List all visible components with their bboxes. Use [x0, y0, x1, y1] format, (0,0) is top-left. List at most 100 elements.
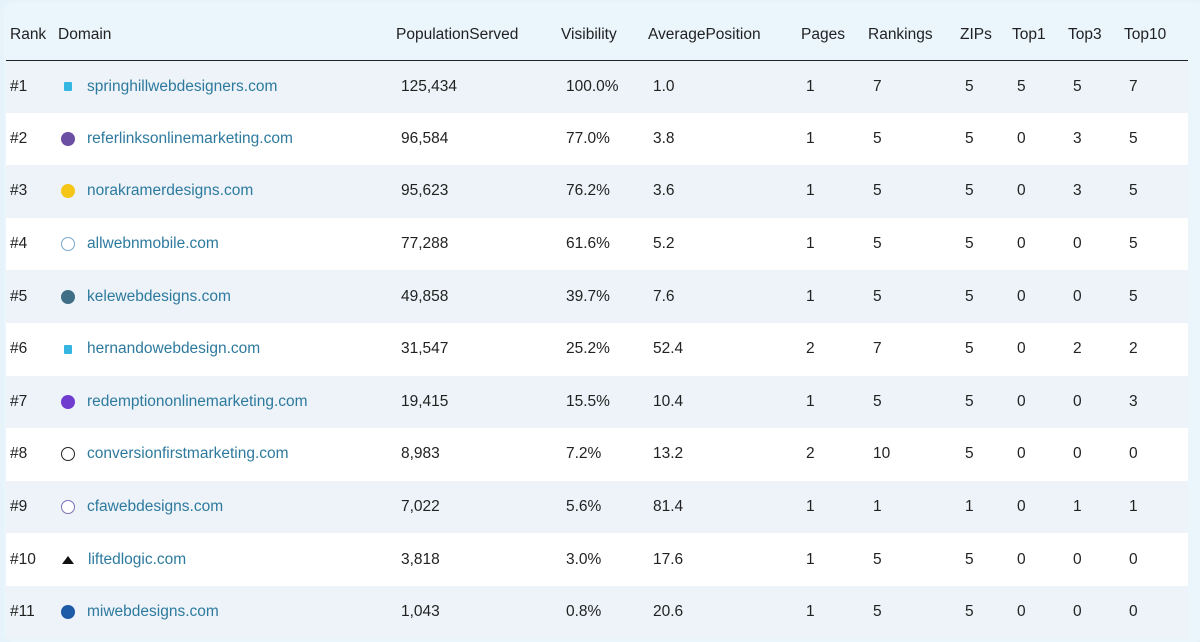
column-header-populationserved[interactable]: PopulationServed — [392, 10, 557, 61]
broadcast-icon — [61, 237, 75, 252]
table-row: #4 allwebnmobile.com 77,288 61.6% 5.2 1 5 5 0 0 5 — [6, 217, 1188, 271]
zips-cell: 5 — [956, 533, 1008, 586]
globe-icon — [61, 500, 75, 515]
rankings-cell: 5 — [864, 112, 956, 166]
top1-cell: 0 — [1008, 533, 1064, 586]
table-row: #3 norakramerdesigns.com 95,623 76.2% 3.6 1 5 5… — [6, 165, 1188, 218]
domain-link[interactable]: liftedlogic.com — [88, 550, 187, 568]
population-cell: 31,547 — [392, 322, 557, 376]
rankings-cell: 7 — [864, 60, 956, 113]
triangle-logo-icon — [62, 555, 74, 564]
population-cell: 96,584 — [392, 112, 557, 166]
population-cell: 3,818 — [392, 533, 557, 586]
domain-rankings-table: Rank Domain PopulationServed Visibility Aver… — [6, 10, 1188, 639]
domain-link[interactable]: cfawebdesigns.com — [87, 498, 224, 516]
visibility-cell: 39.7% — [557, 270, 644, 323]
population-cell: 125,434 — [392, 60, 557, 113]
top3-cell: 0 — [1064, 428, 1120, 481]
top10-cell: 0 — [1120, 585, 1188, 639]
top1-cell: 0 — [1008, 322, 1064, 376]
table-row: #2 referlinksonlinemarketing.com 96,584 77.… — [6, 112, 1188, 166]
column-header-domain[interactable]: Domain — [54, 10, 392, 61]
table-row: #11 miwebdesigns.com 1,043 0.8% 20.6 1 5 5 0 0 0 — [6, 585, 1188, 639]
domain-link[interactable]: kelewebdesigns.com — [87, 287, 231, 305]
column-header-rank[interactable]: Rank — [6, 10, 54, 61]
rankings-cell: 10 — [864, 428, 956, 481]
visibility-cell: 3.0% — [557, 533, 644, 586]
column-header-visibility[interactable]: Visibility — [557, 10, 644, 61]
pages-cell: 1 — [797, 375, 864, 429]
domain-link[interactable]: referlinksonlinemarketing.com — [87, 129, 293, 147]
column-header-pages[interactable]: Pages — [797, 10, 864, 61]
average-position-cell: 20.6 — [644, 585, 797, 639]
pages-cell: 1 — [797, 60, 864, 113]
rank-cell: #6 — [6, 322, 54, 376]
rl-logo-icon — [61, 131, 75, 146]
population-cell: 95,623 — [392, 165, 557, 218]
top10-cell: 0 — [1120, 428, 1188, 481]
table-row: #9 cfawebdesigns.com 7,022 5.6% 81.4 1 1 1 0 1 1 — [6, 480, 1188, 534]
average-position-cell: 3.8 — [644, 112, 797, 166]
table-row: #5 kelewebdesigns.com 49,858 39.7% 7.6 1 5 5 0 0 5 — [6, 270, 1188, 323]
top10-cell: 0 — [1120, 533, 1188, 586]
pages-cell: 1 — [797, 217, 864, 271]
pages-cell: 2 — [797, 322, 864, 376]
domain-link[interactable]: redemptiononlinemarketing.com — [87, 392, 308, 410]
column-header-top3[interactable]: Top3 — [1064, 10, 1120, 61]
rank-cell: #11 — [6, 585, 54, 639]
rankings-cell: 5 — [864, 585, 956, 639]
average-position-cell: 13.2 — [644, 428, 797, 481]
domain-cell: miwebdesigns.com — [54, 585, 392, 639]
domain-link[interactable]: allwebnmobile.com — [87, 235, 219, 253]
average-position-cell: 7.6 — [644, 270, 797, 323]
visibility-cell: 25.2% — [557, 322, 644, 376]
top10-cell: 1 — [1120, 480, 1188, 534]
column-header-zips[interactable]: ZIPs — [956, 10, 1008, 61]
flag-icon — [64, 344, 72, 354]
rank-cell: #2 — [6, 112, 54, 166]
average-position-cell: 81.4 — [644, 480, 797, 534]
m-logo-icon — [61, 605, 75, 620]
top10-cell: 7 — [1120, 60, 1188, 113]
zips-cell: 5 — [956, 428, 1008, 481]
flag-icon — [64, 82, 72, 92]
top1-cell: 0 — [1008, 165, 1064, 218]
signal-logo-icon — [61, 184, 75, 199]
pages-cell: 1 — [797, 533, 864, 586]
average-position-cell: 3.6 — [644, 165, 797, 218]
rankings-cell: 1 — [864, 480, 956, 534]
rank-cell: #1 — [6, 60, 54, 113]
pages-cell: 1 — [797, 480, 864, 534]
domain-cell: conversionfirstmarketing.com — [54, 428, 392, 481]
domain-link[interactable]: springhillwebdesigners.com — [87, 77, 278, 95]
top3-cell: 0 — [1064, 375, 1120, 429]
zips-cell: 1 — [956, 480, 1008, 534]
domain-link[interactable]: miwebdesigns.com — [87, 603, 219, 621]
top1-cell: 0 — [1008, 270, 1064, 323]
domain-cell: norakramerdesigns.com — [54, 165, 392, 218]
domain-cell: springhillwebdesigners.com — [54, 60, 392, 113]
rank-cell: #3 — [6, 165, 54, 218]
table-row: #6 hernandowebdesign.com 31,547 25.2% 52.4 2 7… — [6, 322, 1188, 376]
zips-cell: 5 — [956, 217, 1008, 271]
top1-cell: 0 — [1008, 217, 1064, 271]
domain-link[interactable]: hernandowebdesign.com — [87, 340, 261, 358]
table-row: #1 springhillwebdesigners.com 125,434 100.0… — [6, 60, 1188, 113]
table-row: #10 liftedlogic.com 3,818 3.0% 17.6 1 5 5 0 0 0 — [6, 533, 1188, 586]
domain-link[interactable]: norakramerdesigns.com — [87, 182, 254, 200]
domain-cell: redemptiononlinemarketing.com — [54, 375, 392, 429]
domain-link[interactable]: conversionfirstmarketing.com — [87, 445, 289, 463]
table-row: #8 conversionfirstmarketing.com 8,983 7.2% 1… — [6, 428, 1188, 481]
zips-cell: 5 — [956, 112, 1008, 166]
top3-cell: 0 — [1064, 533, 1120, 586]
top10-cell: 5 — [1120, 217, 1188, 271]
visibility-cell: 5.6% — [557, 480, 644, 534]
column-header-top1[interactable]: Top1 — [1008, 10, 1064, 61]
pages-cell: 1 — [797, 270, 864, 323]
top10-cell: 5 — [1120, 270, 1188, 323]
column-header-averageposition[interactable]: AveragePosition — [644, 10, 797, 61]
rank-cell: #4 — [6, 217, 54, 271]
column-header-top10[interactable]: Top10 — [1120, 10, 1188, 61]
population-cell: 77,288 — [392, 217, 557, 271]
column-header-rankings[interactable]: Rankings — [864, 10, 956, 61]
